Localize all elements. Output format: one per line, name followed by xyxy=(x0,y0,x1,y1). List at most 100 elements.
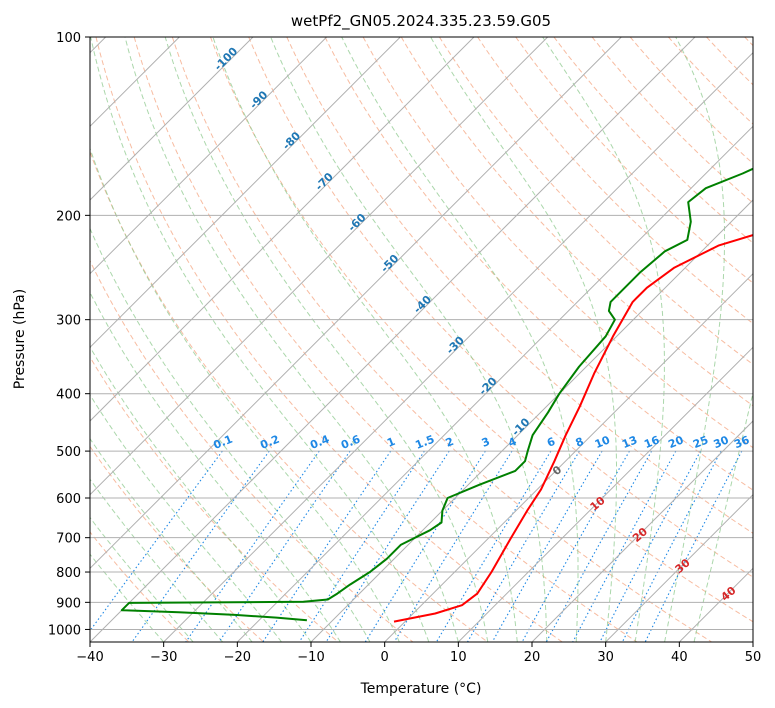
isotherm-label: -40 xyxy=(411,293,434,316)
x-tick-label: −40 xyxy=(76,650,103,665)
mixing-ratio-line xyxy=(572,450,677,642)
isotherm xyxy=(310,199,753,642)
y-tick-label: 1000 xyxy=(48,623,81,638)
dry-adiabat xyxy=(210,37,753,623)
mixing-ratio-label: 0.4 xyxy=(308,432,331,451)
mixing-ratio-line xyxy=(599,450,701,642)
mixing-ratio-line xyxy=(467,450,580,642)
mixing-ratio-label: 16 xyxy=(642,433,661,451)
moist-adiabat xyxy=(124,37,459,642)
moist-adiabat xyxy=(90,478,223,642)
x-tick-label: 50 xyxy=(745,650,762,665)
isotherm-label: -80 xyxy=(280,129,303,152)
y-tick-label: 200 xyxy=(56,209,81,224)
mixing-ratio-label: 0.6 xyxy=(339,432,362,451)
isotherm-label: -70 xyxy=(313,170,336,193)
isotherm xyxy=(752,641,753,642)
y-axis-label: Pressure (hPa) xyxy=(12,289,28,389)
mixing-ratio-line xyxy=(185,450,320,642)
moist-adiabat-label: 30 xyxy=(673,556,693,576)
moist-adiabat xyxy=(90,516,194,642)
isotherm xyxy=(90,37,696,642)
dry-adiabat xyxy=(438,37,753,366)
mixing-ratio-line xyxy=(131,450,270,642)
mixing-ratio-label: 1.5 xyxy=(413,433,436,452)
mixing-ratio-line xyxy=(435,450,552,642)
dry-adiabat xyxy=(362,37,753,449)
y-axis: 1000 900 800 700 600 500 400 300 200 100 xyxy=(48,31,90,638)
mixing-ratio-line xyxy=(521,450,630,642)
dry-adiabat xyxy=(629,37,753,165)
x-tick-label: 30 xyxy=(597,650,614,665)
moist-adiabat xyxy=(430,37,617,642)
isotherm xyxy=(605,493,753,642)
profile-series xyxy=(120,167,753,623)
mixing-ratio-line xyxy=(621,450,722,642)
y-tick-label: 300 xyxy=(56,314,81,329)
isotherm xyxy=(90,37,622,570)
pressure-gridlines xyxy=(90,37,753,630)
isotherm-label: -30 xyxy=(444,334,467,357)
mixing-ratio-label: 6 xyxy=(545,435,557,450)
moist-adiabat-label: 0 xyxy=(550,463,564,478)
mixing-ratio-label: 2 xyxy=(444,435,456,450)
mixing-ratio-label: 36 xyxy=(732,433,751,451)
dry-adiabat xyxy=(400,37,753,407)
mixing-ratio-label: 3 xyxy=(480,435,492,450)
mixing-ratio-label: 8 xyxy=(574,435,586,450)
mixing-ratio-line xyxy=(262,450,392,642)
moist-adiabat xyxy=(664,37,726,642)
y-tick-label: 700 xyxy=(56,532,81,547)
isotherm-label: -100 xyxy=(212,44,241,73)
dry-adiabat xyxy=(133,37,638,642)
background-lines xyxy=(90,37,753,642)
isotherm xyxy=(90,37,549,496)
dry-adiabat xyxy=(515,37,753,284)
dry-adiabat xyxy=(171,37,712,642)
isotherm-label: -50 xyxy=(378,252,401,275)
dry-adiabat xyxy=(90,531,190,642)
chart-title: wetPf2_GN05.2024.335.23.59.G05 xyxy=(291,12,551,31)
mixing-ratio-label: 25 xyxy=(691,433,710,451)
y-tick-label: 900 xyxy=(56,596,81,611)
isotherm xyxy=(384,272,753,642)
x-axis: −40 −30 −20 −10 0 10 20 30 40 50 xyxy=(76,642,761,665)
y-tick-label: 400 xyxy=(56,388,81,403)
dry-adiabat xyxy=(90,356,339,642)
moist-adiabat xyxy=(270,37,548,642)
moist-adiabat xyxy=(90,291,341,642)
mixing-ratio-line xyxy=(545,450,653,642)
moist-adiabat-label: 10 xyxy=(588,494,608,514)
mixing-ratio-line xyxy=(218,450,351,642)
temperature-line xyxy=(393,234,753,623)
y-tick-label: 600 xyxy=(56,492,81,507)
mixing-ratio-line xyxy=(364,450,486,642)
isotherm-label: -60 xyxy=(345,211,368,234)
moist-adiabat xyxy=(341,37,579,642)
dry-adiabat xyxy=(706,37,753,86)
moist-adiabat xyxy=(90,437,253,642)
dry-adiabat xyxy=(553,37,753,244)
moist-adiabat xyxy=(212,37,518,642)
isotherm xyxy=(236,125,753,642)
x-tick-label: 20 xyxy=(524,650,541,665)
moist-adiabat xyxy=(164,37,489,642)
moist-adiabat-label: 40 xyxy=(718,584,738,604)
mixing-ratio-label: 0.2 xyxy=(258,433,281,452)
y-tick-label: 500 xyxy=(56,445,81,460)
plot-frame xyxy=(89,36,754,643)
dry-adiabat xyxy=(90,150,488,642)
mixing-ratio-line xyxy=(298,450,425,642)
x-tick-label: 0 xyxy=(381,650,389,665)
mixing-ratio-label: 1 xyxy=(385,435,397,450)
x-tick-label: −10 xyxy=(297,650,324,665)
moist-adiabat xyxy=(90,37,430,642)
moist-adiabat xyxy=(542,37,665,642)
dewpoint-line xyxy=(120,167,753,622)
isotherm xyxy=(90,37,475,422)
dry-adiabat xyxy=(477,37,753,325)
moist-adiabat xyxy=(90,394,282,642)
x-tick-label: −20 xyxy=(224,650,251,665)
